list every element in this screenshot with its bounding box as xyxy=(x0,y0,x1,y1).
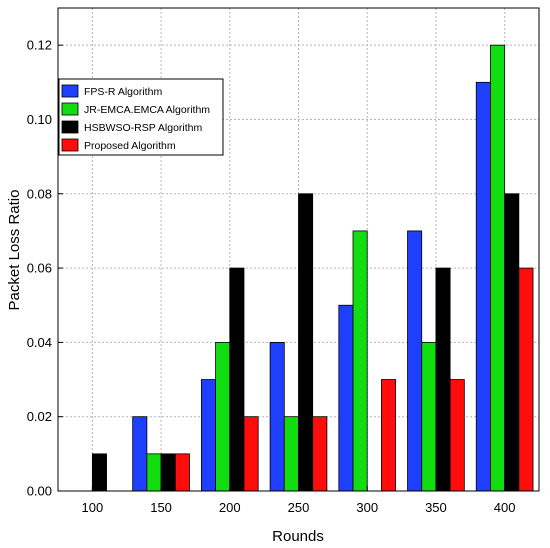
bar xyxy=(146,453,162,492)
bars-group xyxy=(91,44,534,492)
bar xyxy=(229,267,245,492)
legend-swatch xyxy=(61,120,79,134)
bar xyxy=(215,341,231,492)
legend: FPS-R Algorithm JR-EMCA.EMCA Algorithm HSB… xyxy=(58,78,224,156)
bar xyxy=(283,416,299,492)
x-axis-label: Rounds xyxy=(272,528,324,545)
y-tick-label: 0.08 xyxy=(27,186,52,201)
bar xyxy=(407,230,423,492)
bar xyxy=(421,341,437,492)
legend-swatch xyxy=(61,138,79,152)
bar xyxy=(243,416,259,492)
bar xyxy=(381,379,397,492)
y-tick-label: 0.12 xyxy=(27,38,52,53)
bar xyxy=(91,453,107,492)
legend-label: JR-EMCA.EMCA Algorithm xyxy=(84,104,210,116)
bar xyxy=(518,267,534,492)
bar xyxy=(352,230,368,492)
bar xyxy=(174,453,190,492)
x-tick-label: 100 xyxy=(82,500,104,515)
bar xyxy=(312,416,328,492)
x-tick-label: 300 xyxy=(356,500,378,515)
y-tick-label: 0.02 xyxy=(27,409,52,424)
bar xyxy=(435,267,451,492)
bar xyxy=(200,379,216,492)
y-axis-label: Packet Loss Ratio xyxy=(6,190,23,311)
y-tick-label: 0.10 xyxy=(27,112,52,127)
bar xyxy=(298,193,314,492)
bar xyxy=(338,304,354,492)
bar xyxy=(504,193,520,492)
y-axis-ticks: 0.00 0.02 0.04 0.06 0.08 0.10 0.12 xyxy=(27,38,63,499)
y-tick-label: 0.04 xyxy=(27,335,52,350)
x-axis-ticks: 100 150 200 250 300 350 400 xyxy=(82,486,516,515)
x-tick-label: 200 xyxy=(219,500,241,515)
legend-label: Proposed Algorithm xyxy=(84,140,176,152)
bar xyxy=(475,81,491,492)
bar xyxy=(269,341,285,492)
x-tick-label: 400 xyxy=(494,500,516,515)
x-tick-label: 150 xyxy=(150,500,172,515)
y-tick-label: 0.00 xyxy=(27,484,52,499)
legend-label: HSBWSO-RSP Algorithm xyxy=(84,122,203,134)
bar xyxy=(132,416,148,492)
legend-label: FPS-R Algorithm xyxy=(84,86,162,98)
legend-box xyxy=(58,78,224,156)
bar xyxy=(490,44,506,492)
y-tick-label: 0.06 xyxy=(27,261,52,276)
bar xyxy=(160,453,176,492)
legend-swatch xyxy=(61,84,79,98)
bar xyxy=(449,379,465,492)
x-tick-label: 350 xyxy=(425,500,447,515)
x-tick-label: 250 xyxy=(288,500,310,515)
legend-swatch xyxy=(61,102,79,116)
